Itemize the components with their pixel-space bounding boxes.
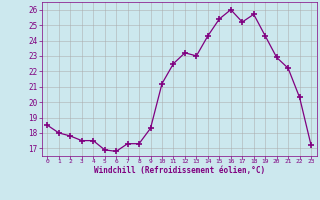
X-axis label: Windchill (Refroidissement éolien,°C): Windchill (Refroidissement éolien,°C) xyxy=(94,166,265,175)
